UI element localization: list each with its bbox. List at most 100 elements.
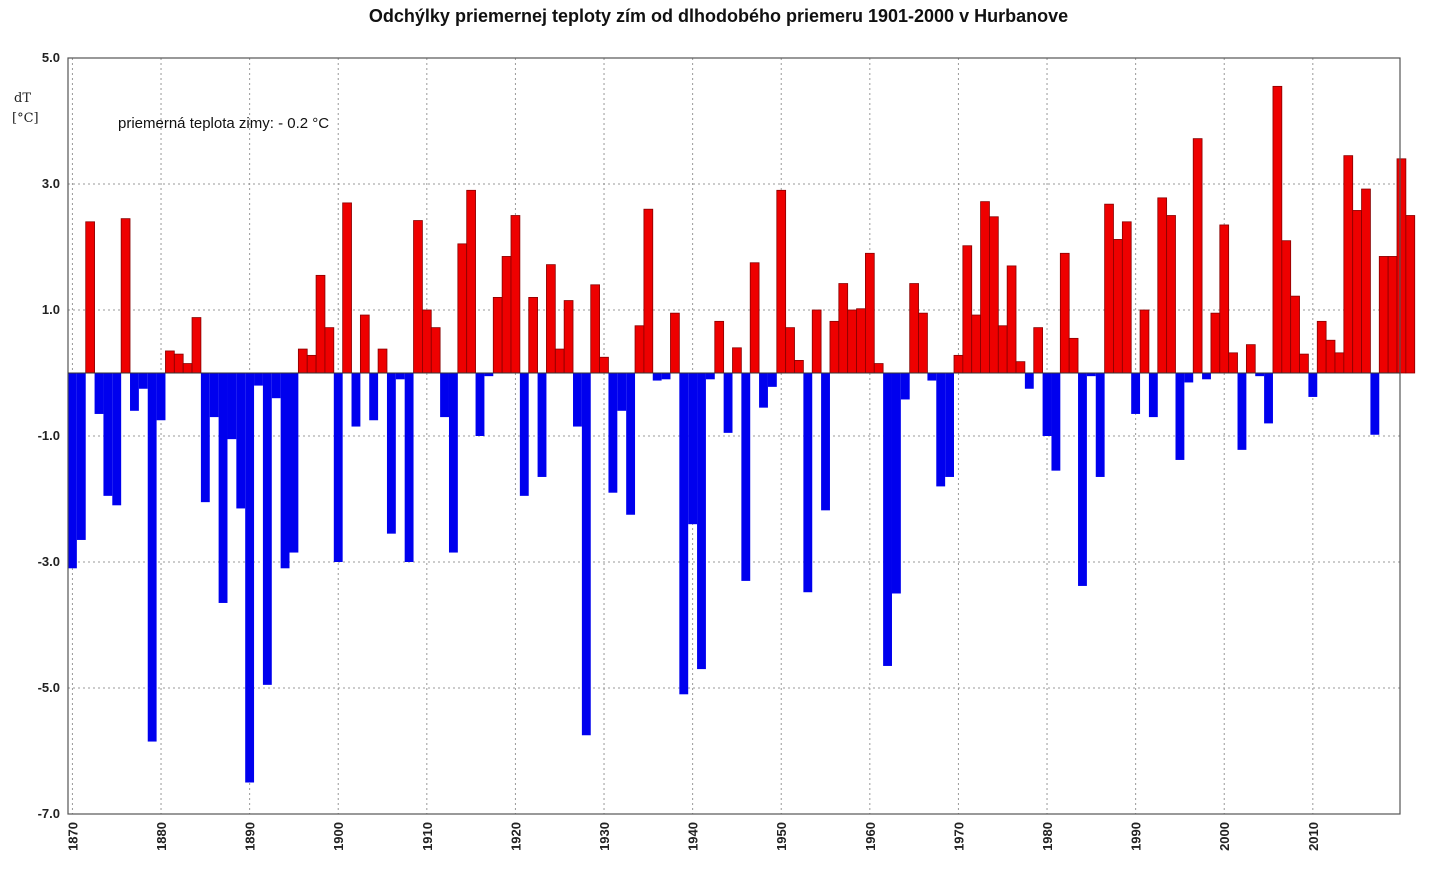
bar-1921	[519, 373, 529, 496]
bar-1978	[1024, 373, 1034, 389]
y-axis-label-unit: [°C]	[12, 111, 39, 126]
bar-1940	[688, 373, 698, 525]
y-tick-label: -1.0	[38, 428, 60, 443]
bar-2002	[1237, 373, 1247, 450]
bar-1887	[218, 373, 228, 603]
bar-1899	[324, 327, 335, 374]
bar-1889	[236, 373, 246, 509]
bar-2000	[1219, 224, 1230, 374]
bar-1965	[909, 283, 919, 374]
bar-1898	[315, 274, 326, 374]
bar-1998	[1202, 373, 1211, 380]
y-tick-label: 5.0	[42, 50, 60, 65]
bar-1926	[563, 300, 574, 374]
bar-1937	[661, 373, 671, 380]
bar-1976	[1006, 265, 1017, 374]
bar-2010	[1308, 373, 1318, 397]
x-tick-label: 1950	[774, 822, 789, 851]
bar-2004	[1255, 373, 1265, 377]
bar-1968	[936, 373, 946, 487]
bar-1945	[732, 347, 742, 374]
bar-1980	[1042, 373, 1052, 436]
chart-title: Odchýlky priemernej teploty zím od dlhod…	[368, 6, 1069, 26]
x-tick-label: 1930	[597, 822, 612, 851]
bar-1979	[1033, 327, 1043, 374]
bar-1951	[785, 327, 795, 374]
bar-2006	[1272, 85, 1283, 374]
x-tick-label: 1890	[243, 822, 258, 851]
bar-2014	[1343, 155, 1354, 374]
bar-1874	[103, 373, 113, 496]
bar-1884	[191, 317, 202, 374]
bar-1943	[714, 320, 725, 374]
bar-1985	[1086, 373, 1096, 377]
bar-1916	[475, 373, 485, 436]
bar-1881	[165, 350, 175, 374]
bar-1883	[182, 363, 193, 374]
x-tick-label: 1880	[154, 822, 169, 851]
bar-1918	[492, 296, 503, 374]
bar-1876	[120, 218, 131, 374]
bar-1995	[1175, 373, 1185, 460]
bar-1960	[865, 252, 875, 374]
bar-1971	[962, 245, 973, 374]
bar-1922	[528, 296, 538, 374]
x-tick-labels: 1870 1880 1890 1900 1910 1920 1930 1940 1950 1960…	[65, 822, 1320, 851]
x-tick-label: 1980	[1040, 822, 1055, 851]
bar-2019	[1387, 256, 1398, 374]
bar-1904	[369, 373, 379, 421]
bar-1949	[767, 373, 777, 387]
bar-1994	[1166, 215, 1176, 374]
bar-1991	[1139, 309, 1150, 374]
bar-2021	[1405, 215, 1416, 374]
bar-1891	[254, 373, 263, 386]
bar-2012	[1325, 339, 1336, 374]
y-tick-label: 1.0	[42, 302, 60, 317]
bar-1885	[200, 373, 210, 503]
bar-2009	[1299, 353, 1309, 374]
bar-1902	[351, 373, 361, 427]
bar-1931	[608, 373, 618, 493]
x-tick-label: 2010	[1306, 822, 1321, 851]
bar-2017	[1370, 373, 1380, 435]
bar-1963	[891, 373, 901, 594]
y-axis-label-symbol: dT	[14, 91, 31, 106]
bars	[68, 85, 1416, 783]
bar-1879	[147, 373, 157, 742]
bar-1996	[1184, 373, 1194, 383]
bar-1966	[918, 312, 928, 374]
bar-1923	[537, 373, 547, 477]
bar-1888	[227, 373, 237, 440]
bar-1925	[554, 348, 565, 374]
bar-1959	[856, 308, 866, 374]
x-tick-label: 1960	[863, 822, 878, 851]
bar-1934	[634, 325, 645, 374]
bar-1913	[448, 373, 458, 553]
bar-2003	[1245, 344, 1256, 374]
bar-2015	[1352, 210, 1362, 374]
bar-1955	[821, 373, 830, 511]
bar-1930	[599, 356, 609, 374]
bar-1954	[811, 309, 822, 374]
bar-1896	[297, 348, 308, 374]
bar-1919	[501, 256, 512, 374]
bar-1990	[1131, 373, 1141, 414]
bar-1992	[1148, 373, 1158, 418]
bar-1972	[971, 314, 981, 374]
bar-1908	[404, 373, 414, 562]
bar-1997	[1192, 138, 1203, 374]
bar-1958	[847, 309, 857, 374]
bar-1900	[333, 373, 343, 562]
bar-1914	[457, 243, 468, 374]
bar-1957	[838, 283, 849, 374]
plot-frame	[67, 57, 1401, 815]
bar-1878	[138, 373, 148, 389]
x-tick-label: 1920	[508, 822, 523, 851]
bar-1877	[130, 373, 139, 411]
x-tick-label: 1910	[420, 822, 435, 851]
bar-2007	[1281, 240, 1292, 374]
bar-1903	[359, 314, 370, 374]
bar-2011	[1316, 320, 1327, 374]
x-tick-label: 1870	[65, 822, 80, 851]
x-tick-label: 1990	[1129, 822, 1144, 851]
